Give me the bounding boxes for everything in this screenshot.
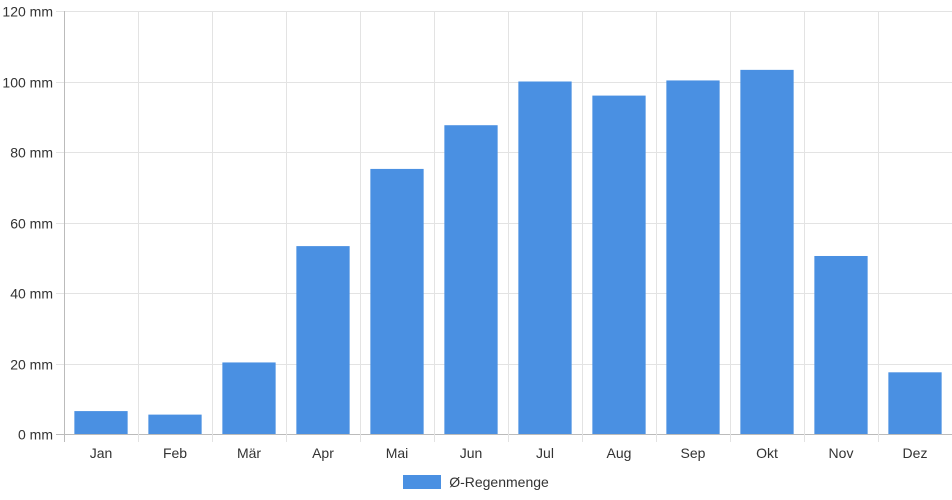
bar-nov[interactable] [814,255,868,434]
bar-series [74,69,942,435]
bar-feb[interactable] [148,414,202,434]
x-tick-label: Apr [312,445,334,461]
x-tick-label: Jan [90,445,113,461]
x-tick-label: Sep [681,445,706,461]
bar-mai[interactable] [370,168,424,435]
x-tick-label: Jun [460,445,483,461]
y-tick-label: 40 mm [10,286,53,302]
x-tick-label: Feb [163,445,187,461]
bar-dez[interactable] [888,372,942,434]
y-tick-label: 100 mm [2,75,53,91]
x-tick-label: Jul [536,445,554,461]
bar-jul[interactable] [518,81,572,435]
bar-jan[interactable] [74,411,128,434]
y-tick-label: 60 mm [10,216,53,232]
x-tick-label: Aug [607,445,632,461]
legend-swatch[interactable] [403,475,442,489]
x-tick-label: Okt [756,445,778,461]
bar-apr[interactable] [296,246,350,434]
legend[interactable]: Ø-Regenmenge [0,470,952,494]
legend-label[interactable]: Ø-Regenmenge [449,474,549,490]
x-tick-label: Mär [237,445,261,461]
bar-sep[interactable] [666,80,720,434]
grid [56,11,952,442]
bar-jun[interactable] [444,125,498,435]
bar-mär[interactable] [222,362,276,434]
y-tick-label: 20 mm [10,357,53,373]
x-tick-label: Nov [829,445,854,461]
axes: 0 mm 20 mm 40 mm 60 mm 80 mm 100 mm 120 mm Jan F… [2,4,927,462]
x-tick-label: Dez [903,445,928,461]
y-tick-label: 80 mm [10,145,53,161]
bar-aug[interactable] [592,95,646,434]
bar-okt[interactable] [740,69,794,435]
chart-svg: 0 mm 20 mm 40 mm 60 mm 80 mm 100 mm 120 mm Jan F… [2,4,952,462]
x-tick-label: Mai [386,445,409,461]
y-tick-label: 120 mm [2,4,53,20]
y-tick-label: 0 mm [18,427,53,443]
